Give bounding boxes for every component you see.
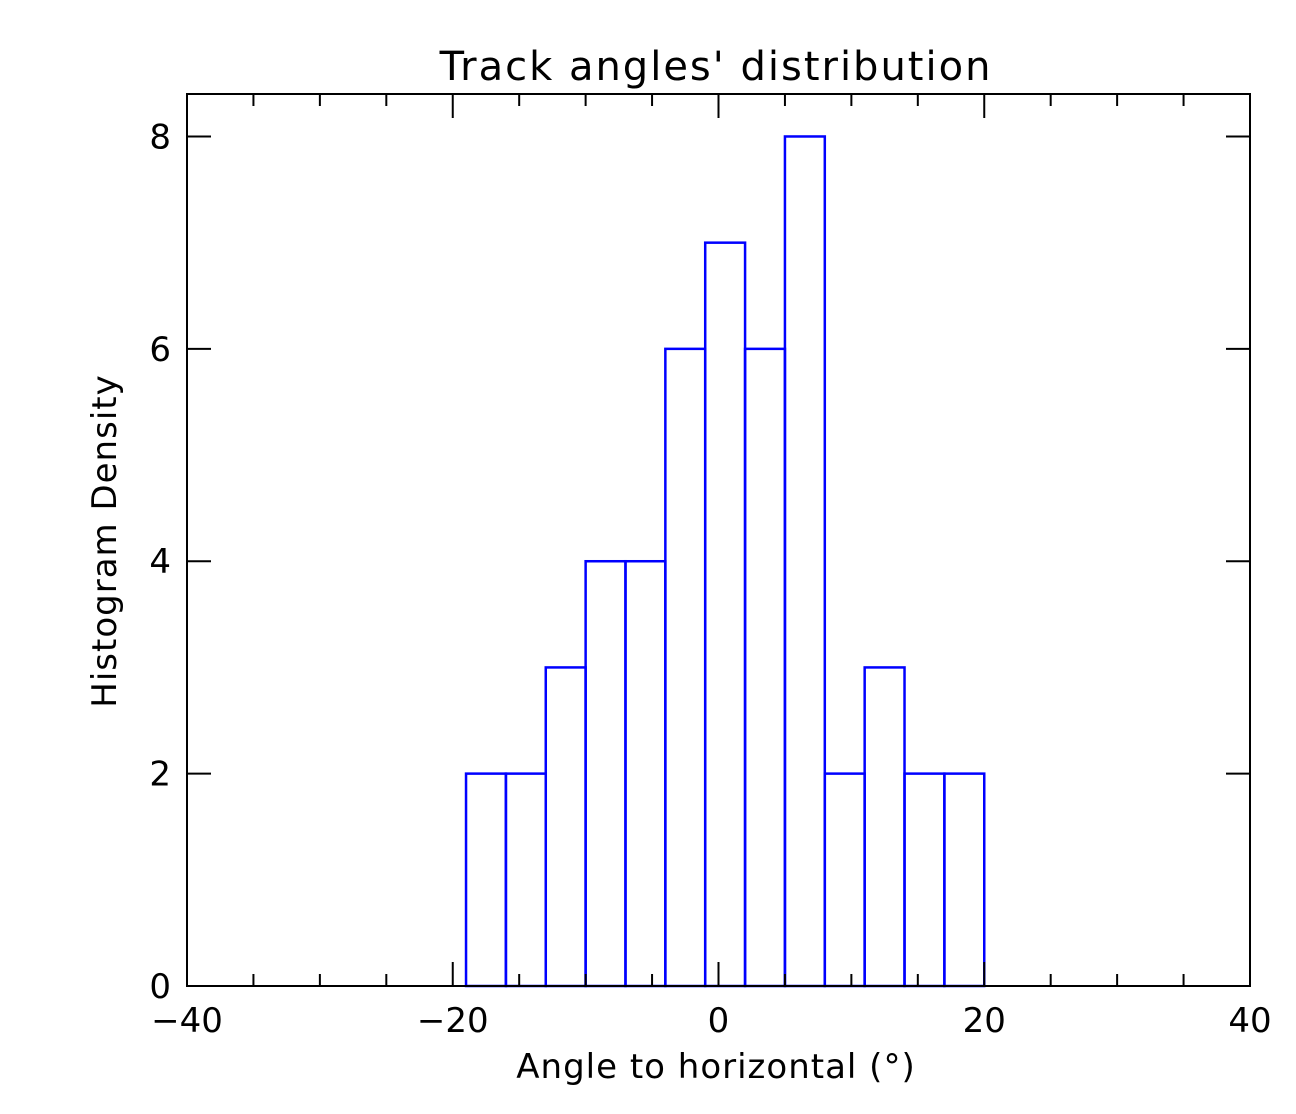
histogram-bar-8 xyxy=(783,135,827,988)
bars-group xyxy=(464,135,986,988)
x-tick-label: −20 xyxy=(417,1001,489,1041)
histogram-bar-12 xyxy=(943,772,986,988)
histogram-bar-7 xyxy=(743,347,787,988)
y-tick-label: 0 xyxy=(149,967,171,1007)
histogram-bar-11 xyxy=(903,772,946,988)
histogram-bar-4 xyxy=(624,559,667,988)
y-tick-label: 8 xyxy=(149,117,171,157)
histogram-bar-10 xyxy=(863,666,906,988)
histogram-bar-0 xyxy=(464,772,508,988)
x-tick-label: 40 xyxy=(1228,1001,1271,1041)
y-tick-label: 6 xyxy=(149,330,171,370)
histogram-bar-5 xyxy=(664,347,707,988)
x-tick-label: 0 xyxy=(708,1001,730,1041)
x-tick-label: 20 xyxy=(963,1001,1006,1041)
chart-title: Track angles' distribution xyxy=(439,44,993,90)
y-axis-label: Histogram Density xyxy=(85,374,125,707)
y-tick-label: 2 xyxy=(149,755,171,795)
histogram-bar-1 xyxy=(504,772,548,988)
axes-group xyxy=(186,93,1251,987)
histogram-bar-3 xyxy=(584,559,627,988)
histogram-bar-6 xyxy=(703,241,747,988)
histogram-bar-2 xyxy=(544,666,587,988)
ticks-group: −40 −20 0 20 40 0 2 4 6 8 xyxy=(149,94,1272,1041)
x-axis-label: Angle to horizontal (°) xyxy=(516,1047,915,1087)
plot-frame xyxy=(186,93,1251,987)
histogram-bar-9 xyxy=(823,772,866,988)
x-tick-label: −40 xyxy=(151,1001,223,1041)
y-tick-label: 4 xyxy=(149,542,171,582)
